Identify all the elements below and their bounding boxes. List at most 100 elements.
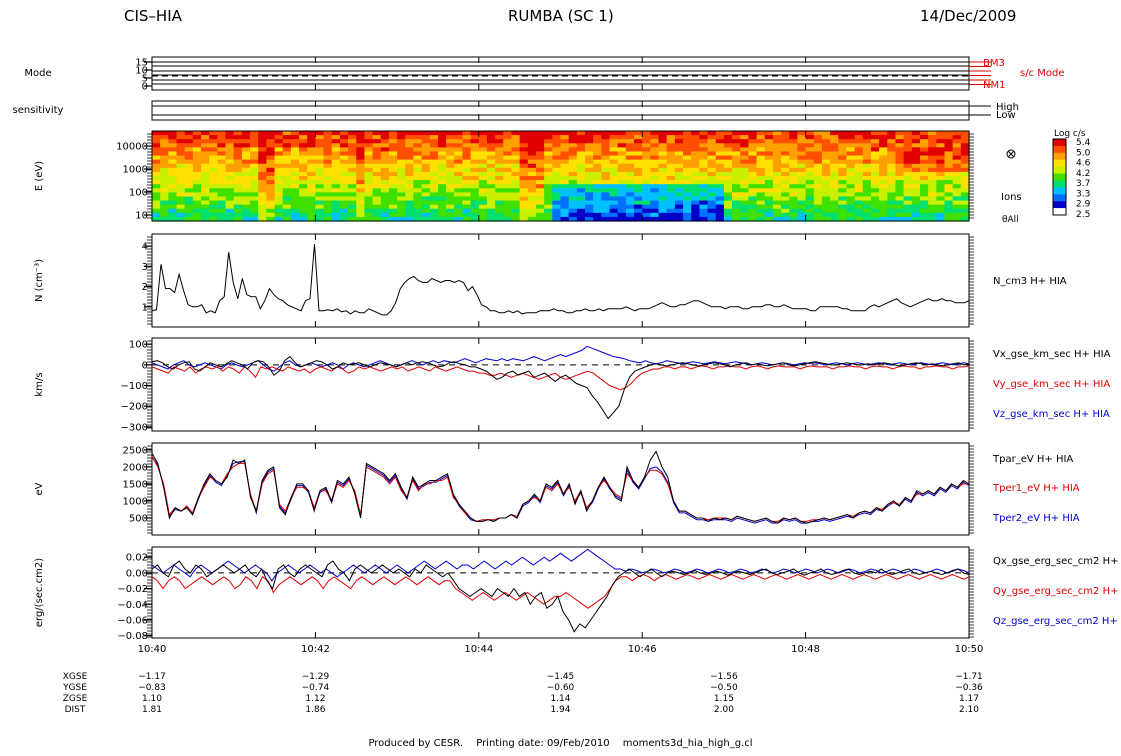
spectrogram-cell [854,180,864,185]
spectrogram-cell [274,176,284,181]
spectrogram-cell [233,131,243,136]
spectrogram-cell [225,176,235,181]
spectrogram-cell [323,188,333,193]
spectrogram-cell [405,196,415,202]
spectrogram-cell [919,208,929,214]
spectrogram-cell [756,192,766,198]
spectrogram-cell [478,143,488,148]
spectrogram-cell [299,192,308,198]
spectrogram-cell [315,204,325,210]
spectrogram-cell [527,188,537,193]
spectrogram-cell [282,196,292,202]
spectrogram-cell [168,212,178,218]
spectrogram-cell [544,143,553,148]
spectrogram-cell [495,216,504,222]
spectrogram-cell [715,163,725,169]
spectrogram-cell [250,151,259,157]
spectrogram-cell [903,171,913,177]
spectrogram-cell [838,135,848,140]
spectrogram-cell [209,167,218,173]
spectrogram-cell [307,143,316,148]
spectrogram-cell [609,204,619,210]
spectrogram-cell [348,159,357,165]
spectrogram-cell [585,196,594,202]
mode-tick-label: 10 [135,66,148,77]
spectrogram-cell [274,192,284,198]
spectrogram-cell [495,196,504,202]
spectrogram-cell [666,188,676,193]
spectrogram-cell [552,147,562,153]
spectrogram-cell [495,139,504,144]
spectrogram-cell [674,171,684,177]
spectrogram-cell [535,131,545,136]
spectrogram-cell [544,135,553,140]
spectrogram-cell [723,155,733,161]
spectrogram-cell [535,184,545,189]
spectrogram-cell [209,204,218,210]
spectrogram-cell [732,200,741,206]
spectrogram-cell [723,200,733,206]
spectrogram-cell [830,200,839,206]
spectrogram-cell [331,216,341,222]
spectrogram-cell [495,192,504,198]
spectrogram-cell [315,208,325,214]
spectrogram-cell [527,163,537,169]
spectrogram-cell [634,135,643,140]
spectrogram-cell [772,143,782,148]
spectrogram-cell [209,196,218,202]
spectrogram-cell [756,180,766,185]
spectrogram-cell [568,131,578,136]
spectrogram-cell [266,216,276,222]
spectrogram-cell [748,159,758,165]
spectrogram-cell [405,216,415,222]
spectrogram-cell [879,147,888,153]
spectrogram-cell [601,212,611,218]
spectrogram-cell [936,184,946,189]
spectrogram-cell [707,180,717,185]
spectrogram-cell [250,188,259,193]
spectrogram-cell [862,167,872,173]
spectrogram-cell [772,196,782,202]
spectrogram-cell [176,188,186,193]
spectrogram-cell [634,151,643,157]
spectrogram-cell [429,171,439,177]
spectrogram-cell [470,208,480,214]
spectrogram-cell [879,151,888,157]
spectrogram-cell [797,188,807,193]
spectrogram-cell [723,143,733,148]
spectrogram-cell [821,204,831,210]
spectrogram-cell [952,200,962,206]
spectrogram-cell [258,155,267,161]
spectrogram-cell [666,184,676,189]
spectrogram-cell [413,163,423,169]
spectrogram-cell [331,188,341,193]
spectrogram-cell [201,163,210,169]
spectrogram-cell [789,143,799,148]
spectrogram-cell [201,200,210,206]
colorbar-tick-label: 3.3 [1076,189,1090,199]
spectrogram-cell [184,208,194,214]
spectrogram-cell [209,208,218,214]
spectrogram-cell [397,155,406,161]
spectrogram-cell [821,163,831,169]
spectrogram-cell [372,208,382,214]
spectrogram-cell [364,204,374,210]
velocity-tick-label: 100 [129,340,148,351]
spectrogram-cell [519,196,529,202]
spectrogram-cell [781,159,790,165]
spectrogram-cell [339,204,349,210]
spectrogram-cell [846,171,856,177]
spectrogram-cell [870,147,880,153]
spectrogram-cell [421,135,431,140]
spectrogram-cell [650,135,660,140]
spectrogram-cell [241,139,251,144]
spectrogram-cell [748,180,758,185]
spectrogram-cell [642,167,651,173]
spectrogram-cell [862,204,872,210]
spectrogram-cell [225,147,235,153]
colorbar-segment [1053,166,1066,175]
spectrogram-cell [756,208,766,214]
spectrogram-cell [781,163,790,169]
spectrogram-cell [511,147,521,153]
spectrogram-cell [348,135,357,140]
